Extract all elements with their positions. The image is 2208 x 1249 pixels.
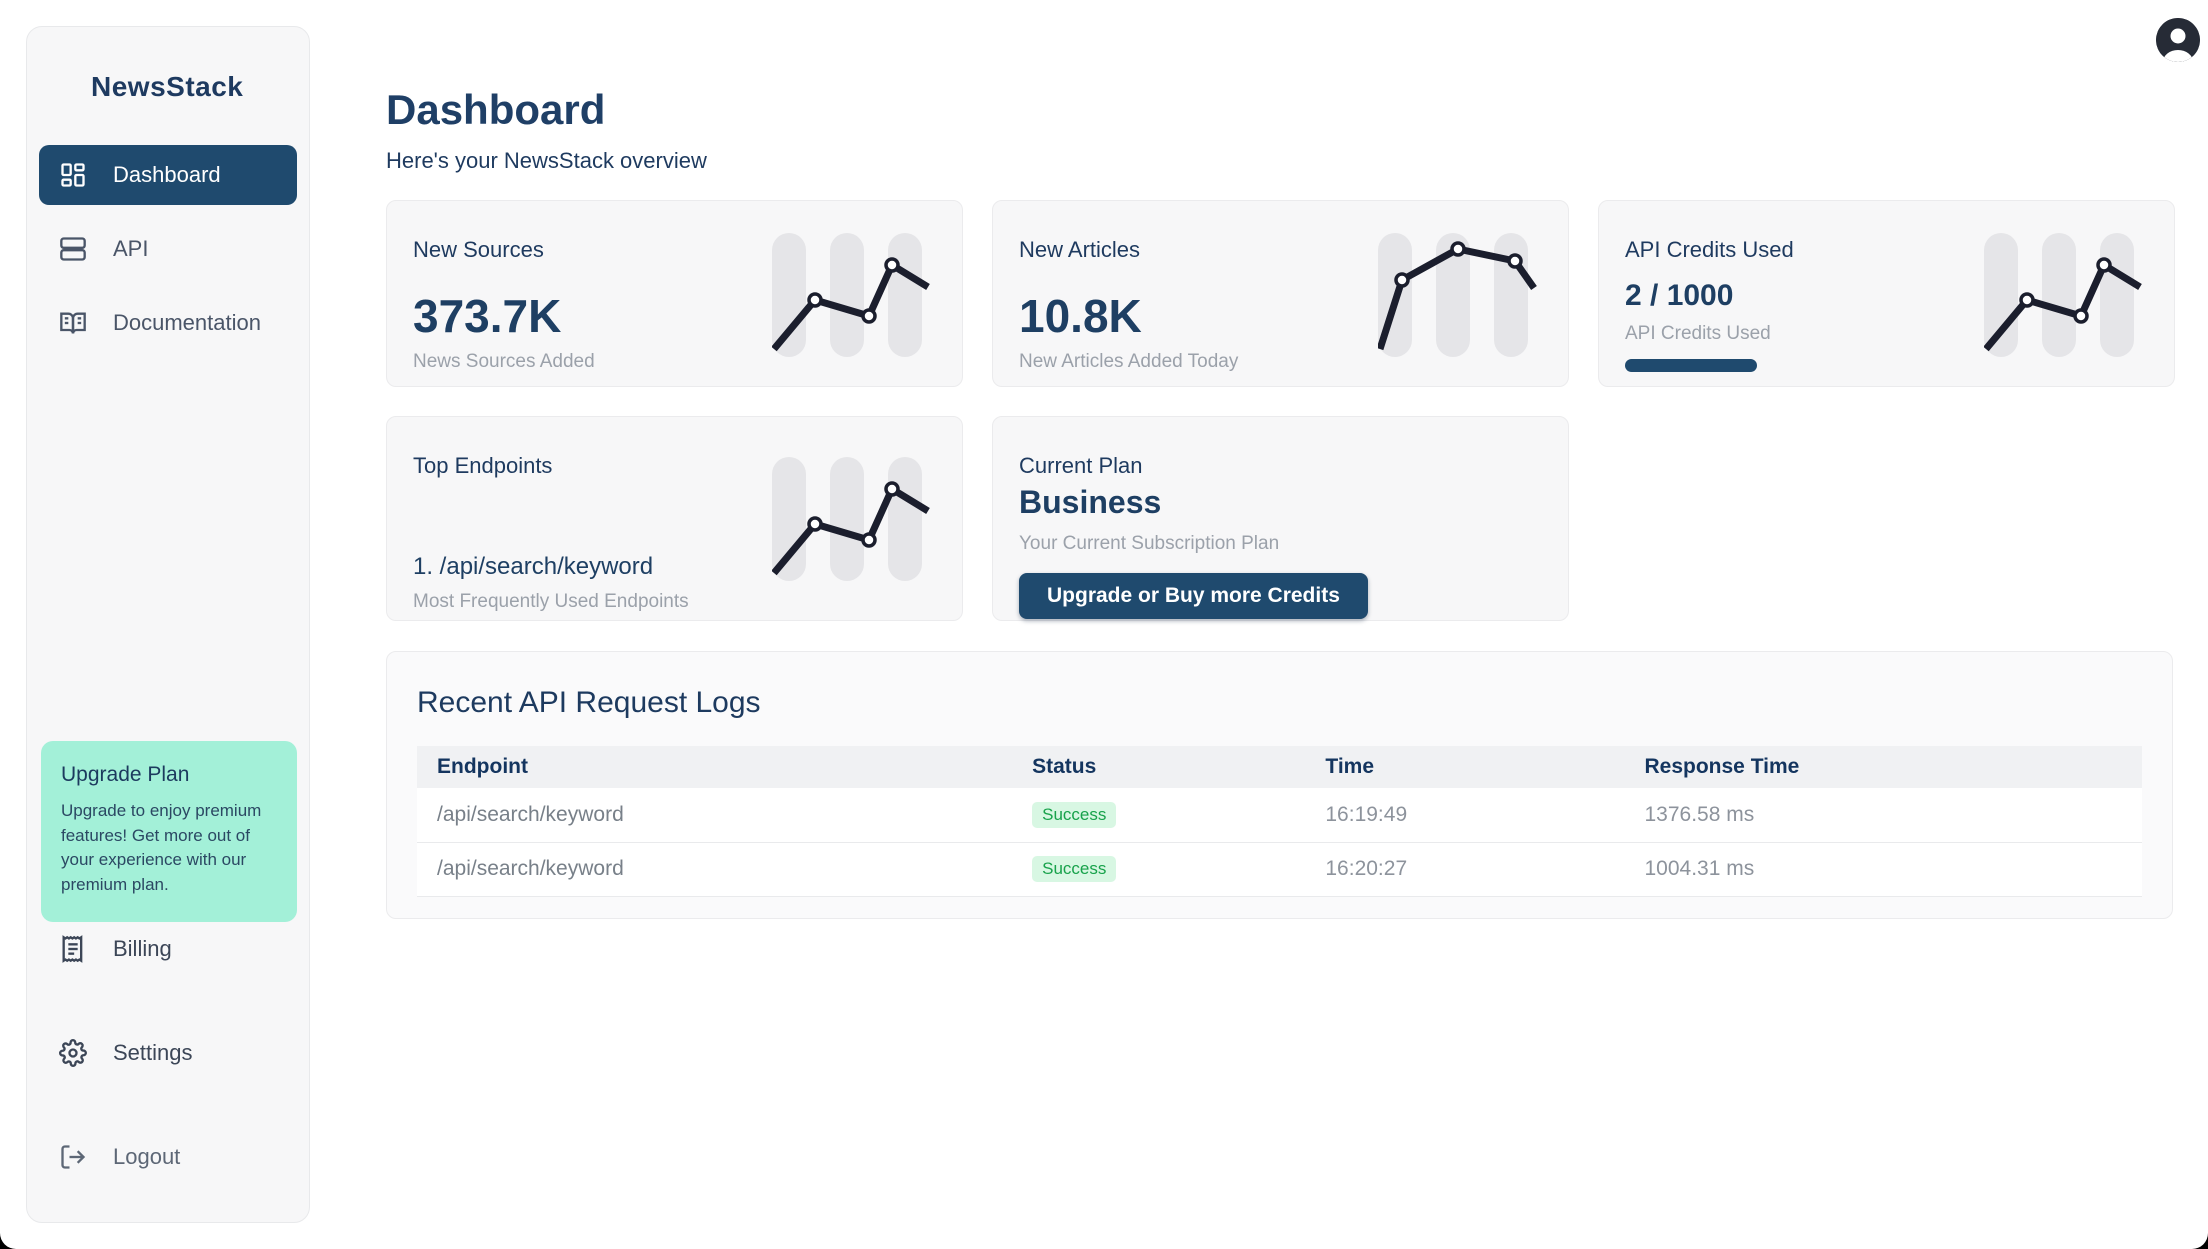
sidebar: NewsStack Dashboard API Documentation <box>26 26 310 1223</box>
sidebar-item-documentation[interactable]: Documentation <box>39 293 297 353</box>
api-credits-progress-bar <box>1625 359 1757 372</box>
recent-logs-section: Recent API Request Logs Endpoint Status … <box>386 651 2173 919</box>
stat-value: 1. /api/search/keyword <box>413 553 654 580</box>
upgrade-plan-card: Upgrade Plan Upgrade to enjoy premium fe… <box>41 741 297 922</box>
upgrade-plan-title: Upgrade Plan <box>61 763 190 786</box>
stat-card-top-endpoints: Top Endpoints 1. /api/search/keyword Mos… <box>386 416 963 621</box>
column-header-endpoint: Endpoint <box>417 746 1013 788</box>
page-title: Dashboard <box>386 86 606 133</box>
stat-title: New Articles <box>1019 237 1141 262</box>
user-avatar-icon <box>2156 18 2200 62</box>
logs-title: Recent API Request Logs <box>417 686 761 719</box>
stat-title: Top Endpoints <box>413 453 553 478</box>
cell-status: Success <box>1012 842 1306 897</box>
book-open-icon <box>59 309 87 337</box>
stat-value: 373.7K <box>413 290 562 342</box>
stat-card-current-plan: Current Plan Business Your Current Subsc… <box>992 416 1569 621</box>
sparkline-chart-icon <box>1984 229 2144 361</box>
sidebar-nav: Dashboard API Documentation <box>39 145 297 353</box>
stat-card-api-credits: API Credits Used 2 / 1000 API Credits Us… <box>1598 200 2175 387</box>
sparkline-chart-icon <box>772 229 932 361</box>
stats-row-1: New Sources 373.7K News Sources Added Ne… <box>386 200 2175 387</box>
user-avatar[interactable] <box>2156 18 2200 62</box>
cell-response-time: 1376.58 ms <box>1624 788 2142 843</box>
sidebar-item-billing[interactable]: Billing <box>39 919 297 979</box>
logs-table: Endpoint Status Time Response Time /api/… <box>417 746 2142 897</box>
sidebar-item-logout[interactable]: Logout <box>39 1127 297 1187</box>
cell-endpoint: /api/search/keyword <box>417 842 1013 897</box>
main-content: Dashboard Here's your NewsStack overview… <box>386 0 2175 919</box>
sidebar-item-label: Settings <box>113 1040 193 1065</box>
column-header-response-time: Response Time <box>1624 746 2142 788</box>
table-header-row: Endpoint Status Time Response Time <box>417 746 2142 788</box>
stat-caption: New Articles Added Today <box>1019 351 1239 372</box>
cell-response-time: 1004.31 ms <box>1624 842 2142 897</box>
sidebar-item-label: Logout <box>113 1144 181 1169</box>
table-row: /api/search/keyword Success 16:19:49 137… <box>417 788 2142 843</box>
stat-value: 2 / 1000 <box>1625 279 1734 312</box>
column-header-time: Time <box>1305 746 1625 788</box>
cell-endpoint: /api/search/keyword <box>417 788 1013 843</box>
upgrade-or-buy-credits-button[interactable]: Upgrade or Buy more Credits <box>1019 573 1368 619</box>
cell-status: Success <box>1012 788 1306 843</box>
sidebar-item-dashboard[interactable]: Dashboard <box>39 145 297 205</box>
brand-logo: NewsStack <box>91 71 244 102</box>
status-badge: Success <box>1032 801 1117 828</box>
sparkline-chart-icon <box>1378 229 1538 361</box>
sidebar-footer-nav: Billing Settings Logout <box>39 919 297 1231</box>
cell-time: 16:19:49 <box>1305 788 1625 843</box>
sidebar-item-label: Dashboard <box>113 162 221 187</box>
stat-value: Business <box>1019 484 1162 520</box>
stat-value: 10.8K <box>1019 290 1142 342</box>
sidebar-item-settings[interactable]: Settings <box>39 1023 297 1083</box>
sidebar-item-label: API <box>113 236 149 261</box>
sidebar-item-label: Billing <box>113 936 172 961</box>
table-row: /api/search/keyword Success 16:20:27 100… <box>417 842 2142 897</box>
server-icon <box>59 235 87 263</box>
sidebar-item-label: Documentation <box>113 310 261 335</box>
stat-title: Current Plan <box>1019 453 1143 478</box>
stats-row-2: Top Endpoints 1. /api/search/keyword Mos… <box>386 416 2174 621</box>
sparkline-chart-icon <box>772 453 932 585</box>
status-badge: Success <box>1032 856 1117 882</box>
logout-icon <box>59 1143 87 1171</box>
stat-title: New Sources <box>413 237 544 262</box>
stat-card-new-sources: New Sources 373.7K News Sources Added <box>386 200 963 387</box>
page-subtitle: Here's your NewsStack overview <box>386 148 707 173</box>
stat-title: API Credits Used <box>1625 237 1794 262</box>
stat-caption: News Sources Added <box>413 351 595 372</box>
sidebar-item-api[interactable]: API <box>39 219 297 279</box>
receipt-icon <box>59 935 87 963</box>
cell-time: 16:20:27 <box>1305 842 1625 897</box>
dashboard-grid-icon <box>59 161 87 189</box>
stat-caption: Most Frequently Used Endpoints <box>413 591 689 612</box>
column-header-status: Status <box>1012 746 1306 788</box>
stat-caption: API Credits Used <box>1625 323 1771 344</box>
upgrade-plan-body: Upgrade to enjoy premium features! Get m… <box>61 801 262 894</box>
stat-caption: Your Current Subscription Plan <box>1019 533 1280 554</box>
stat-card-new-articles: New Articles 10.8K New Articles Added To… <box>992 200 1569 387</box>
gear-icon <box>59 1039 87 1067</box>
